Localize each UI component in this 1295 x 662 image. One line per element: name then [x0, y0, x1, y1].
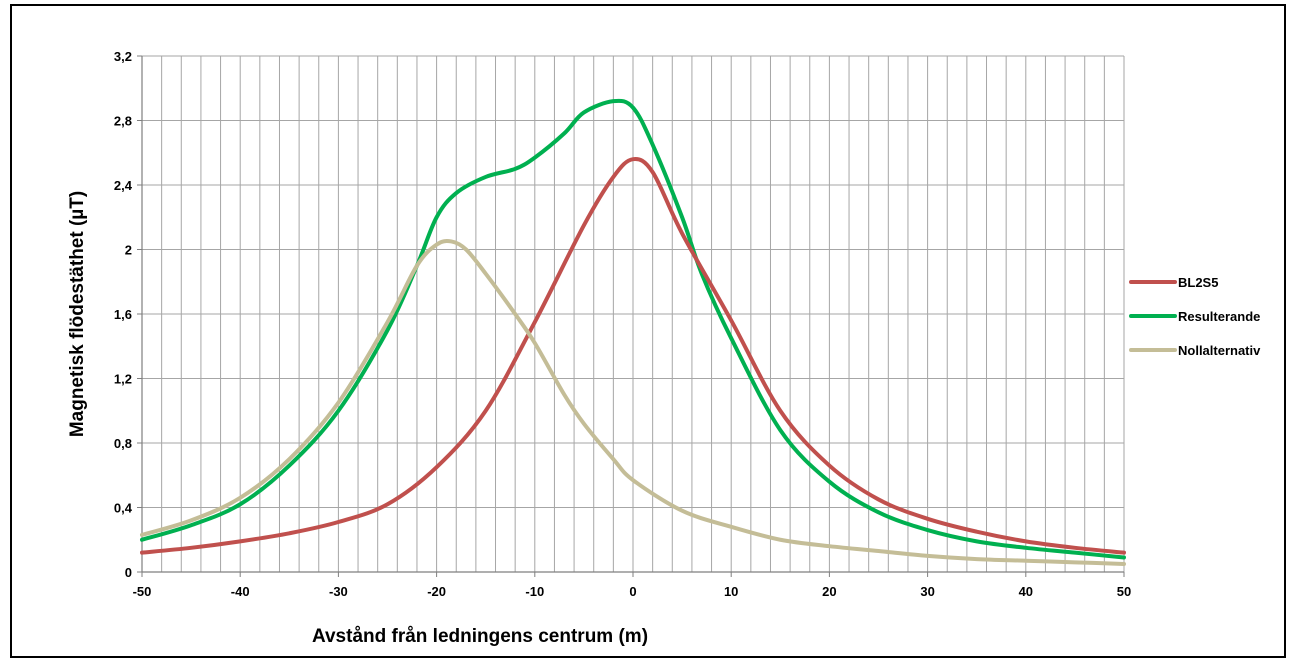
x-tick-label: -10	[525, 584, 544, 599]
legend-label-bl2s5: BL2S5	[1178, 275, 1218, 290]
x-tick-label: -30	[329, 584, 348, 599]
x-tick-label: 30	[920, 584, 934, 599]
y-tick-label: 2	[125, 243, 132, 258]
x-tick-labels: -50 -40 -30 -20 -10 0 10 20 30 40 50	[133, 572, 1131, 599]
y-tick-label: 1,6	[114, 307, 132, 322]
x-tick-label: 50	[1117, 584, 1131, 599]
y-tick-label: 0,8	[114, 436, 132, 451]
x-tick-label: 20	[822, 584, 836, 599]
y-axis-title: Magnetisk flödestäthet (µT)	[67, 191, 88, 437]
x-tick-label: -50	[133, 584, 152, 599]
y-tick-label: 1,2	[114, 372, 132, 387]
x-tick-label: 10	[724, 584, 738, 599]
x-tick-label: -20	[427, 584, 446, 599]
y-tick-label: 3,2	[114, 49, 132, 64]
x-tick-label: 0	[629, 584, 636, 599]
y-tick-label: 0,4	[114, 501, 133, 516]
legend-label-nollalternativ: Nollalternativ	[1178, 343, 1261, 358]
series-line-resulterande	[140, 98, 1126, 560]
grid	[141, 55, 1125, 573]
y-tick-label: 2,8	[114, 114, 132, 129]
series-line-bl2s5	[140, 157, 1126, 555]
legend: BL2S5 Resulterande Nollalternativ	[1129, 275, 1261, 358]
series-line-nollalternativ	[140, 239, 1126, 566]
x-axis-title: Avstånd från ledningens centrum (m)	[312, 626, 648, 647]
x-tick-label: 40	[1019, 584, 1033, 599]
y-tick-label: 2,4	[114, 178, 133, 193]
series-lines	[140, 98, 1126, 566]
y-tick-label: 0	[125, 565, 132, 580]
x-tick-label: -40	[231, 584, 250, 599]
y-tick-labels: 0 0,4 0,8 1,2 1,6 2 2,4 2,8 3,2	[114, 49, 142, 580]
legend-label-resulterande: Resulterande	[1178, 309, 1260, 324]
